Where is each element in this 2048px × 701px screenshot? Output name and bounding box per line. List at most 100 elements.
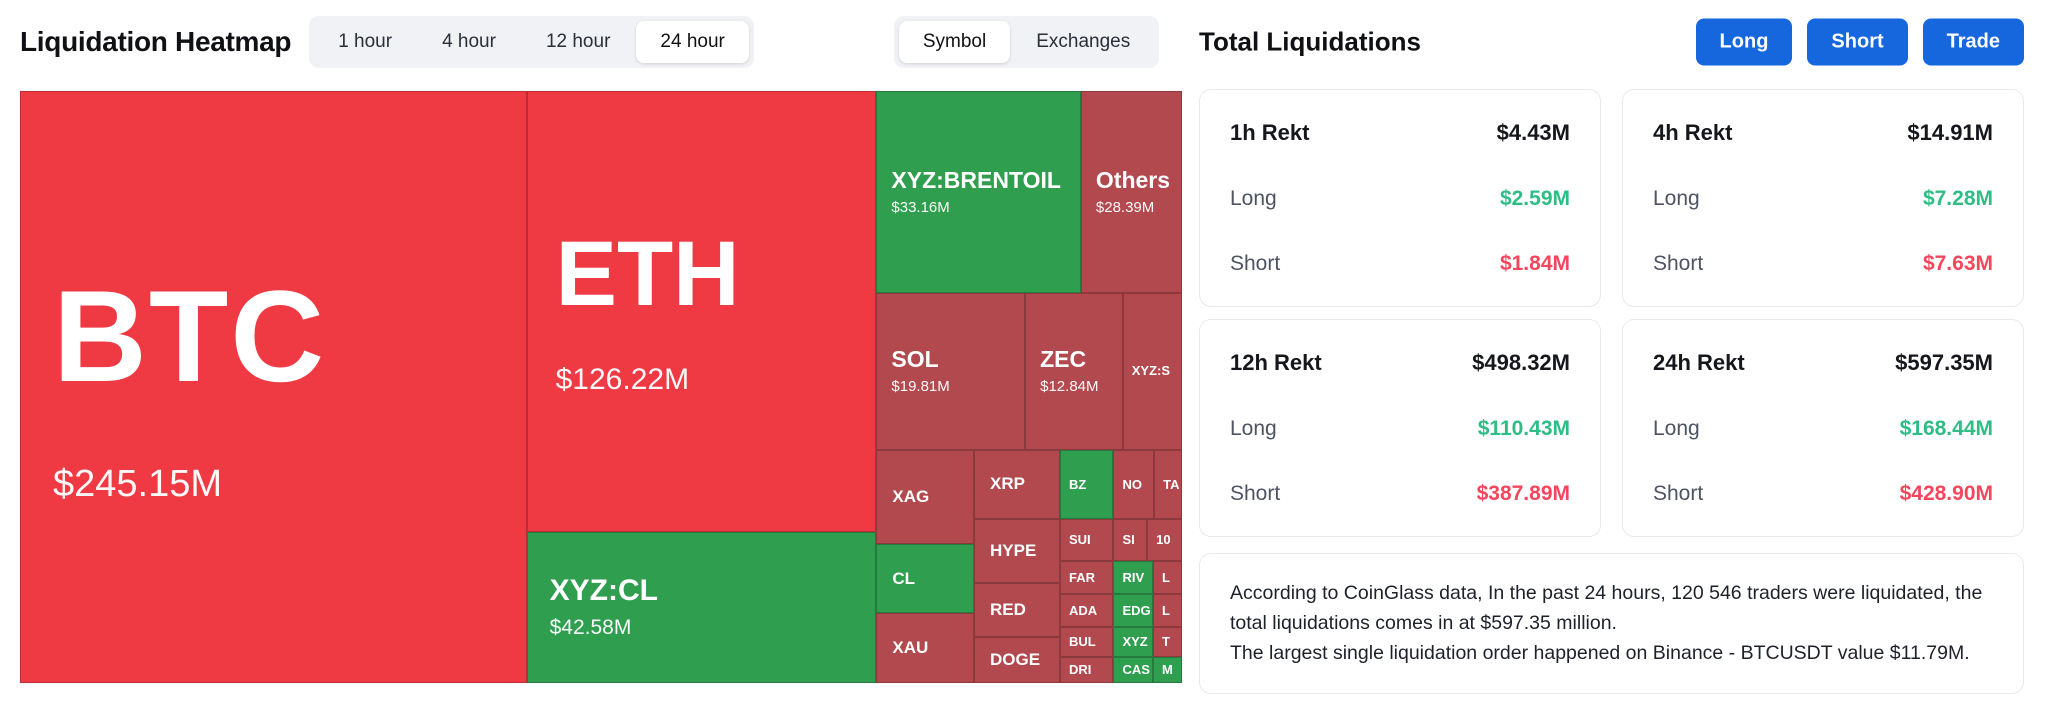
heatmap-cell-others[interactable]: Others $28.39M — [1080, 91, 1182, 293]
cell-symbol-label: ZEC — [1040, 346, 1087, 373]
cell-symbol-label: SOL — [891, 346, 939, 373]
cell-liquidation-value: $33.16M — [891, 199, 950, 216]
heatmap-cell-xag[interactable]: XAG — [876, 449, 974, 544]
cell-symbol-label: DOGE — [990, 649, 1041, 669]
heatmap-cell-cas[interactable]: CAS — [1113, 656, 1153, 683]
summary-card: According to CoinGlass data, In the past… — [1199, 553, 2024, 694]
card-header-row: 24h Rekt $597.35M — [1653, 350, 1993, 376]
cell-symbol-label: EDG — [1122, 602, 1151, 618]
heatmap-cell-riv[interactable]: RIV — [1113, 561, 1153, 595]
card-short-row: Short $387.89M — [1230, 482, 1570, 506]
stat-card-12h-rekt: 12h Rekt $498.32M Long $110.43M Short $3… — [1199, 319, 1601, 537]
heatmap-cell-hype[interactable]: HYPE — [974, 519, 1060, 583]
stat-card-24h-rekt: 24h Rekt $597.35M Long $168.44M Short $4… — [1622, 319, 2024, 537]
cell-liquidation-value: $12.84M — [1040, 378, 1099, 396]
heatmap-cell-ada[interactable]: ADA — [1059, 594, 1114, 627]
heatmap-cell-xrp[interactable]: XRP — [974, 449, 1060, 519]
cell-symbol-label: M — [1161, 662, 1173, 678]
long-button[interactable]: Long — [1695, 18, 1793, 66]
card-header-row: 4h Rekt $14.91M — [1653, 120, 1993, 146]
long-value: $168.44M — [1899, 417, 1993, 440]
cell-symbol-label: XYZ:BRENTOIL — [891, 166, 1061, 193]
card-total-value: $4.43M — [1496, 120, 1570, 145]
heatmap-cell-l[interactable]: L — [1152, 594, 1182, 627]
heatmap-cell-xyz-cl[interactable]: XYZ:CL $42.58M — [526, 532, 877, 683]
heatmap-cell-red[interactable]: RED — [974, 582, 1060, 637]
card-short-row: Short $7.63M — [1653, 252, 1993, 276]
heatmap-cell-ta[interactable]: TA — [1154, 449, 1182, 519]
heatmap-cell-m[interactable]: M — [1152, 656, 1182, 683]
heatmap-cell-l[interactable]: L — [1152, 561, 1182, 595]
card-title: 12h Rekt — [1230, 350, 1322, 375]
cell-symbol-label: DRI — [1068, 662, 1092, 678]
heatmap-cell-sui[interactable]: SUI — [1059, 519, 1114, 562]
heatmap-cell-edg[interactable]: EDG — [1113, 594, 1153, 627]
tab-24-hour[interactable]: 24 hour — [636, 21, 749, 63]
heatmap-cell-zec[interactable]: ZEC $12.84M — [1025, 292, 1123, 450]
short-value: $428.90M — [1899, 482, 1993, 505]
cell-symbol-label: XYZ:S — [1131, 363, 1171, 379]
heatmap-cell-10[interactable]: 10 — [1147, 519, 1182, 562]
cell-symbol-label: NO — [1122, 476, 1142, 492]
cell-symbol-label: XAG — [892, 486, 930, 506]
stat-card-4h-rekt: 4h Rekt $14.91M Long $7.28M Short $7.63M — [1622, 89, 2024, 307]
long-label: Long — [1230, 417, 1277, 440]
cell-symbol-label: ETH — [555, 223, 740, 326]
card-title: 4h Rekt — [1653, 120, 1733, 145]
total-liquidations-title: Total Liquidations — [1199, 26, 1421, 57]
heatmap-cell-cl[interactable]: CL — [876, 543, 974, 614]
heatmap-cell-far[interactable]: FAR — [1059, 561, 1114, 595]
cell-symbol-label: L — [1161, 569, 1170, 585]
short-button[interactable]: Short — [1807, 18, 1908, 66]
short-value: $7.63M — [1922, 252, 1993, 275]
cell-liquidation-value: $126.22M — [555, 362, 690, 396]
heatmap-cell-doge[interactable]: DOGE — [974, 636, 1060, 683]
cell-symbol-label: TA — [1163, 476, 1180, 492]
cell-symbol-label: HYPE — [990, 541, 1037, 561]
card-total-value: $14.91M — [1907, 120, 1993, 145]
card-header-row: 12h Rekt $498.32M — [1230, 350, 1570, 376]
short-label: Short — [1230, 482, 1281, 505]
card-title: 1h Rekt — [1230, 120, 1310, 145]
heatmap-cell-xau[interactable]: XAU — [876, 613, 974, 683]
cell-symbol-label: 10 — [1156, 532, 1171, 548]
heatmap-cell-xyz-brentoil[interactable]: XYZ:BRENTOIL $33.16M — [876, 91, 1081, 293]
card-short-row: Short $1.84M — [1230, 252, 1570, 276]
heatmap-cell-bz[interactable]: BZ — [1059, 449, 1114, 519]
cell-symbol-label: Others — [1095, 166, 1171, 193]
heatmap-cell-no[interactable]: NO — [1113, 449, 1155, 519]
heatmap-cell-bul[interactable]: BUL — [1059, 626, 1114, 657]
cell-liquidation-value: $245.15M — [53, 462, 223, 505]
heatmap-cell-si[interactable]: SI — [1113, 519, 1148, 562]
tab-exchanges[interactable]: Exchanges — [1012, 21, 1154, 63]
tab-12-hour[interactable]: 12 hour — [522, 21, 634, 63]
cell-symbol-label: ADA — [1068, 602, 1098, 618]
cell-symbol-label: RIV — [1122, 569, 1145, 585]
liquidation-treemap: BTC $245.15M ETH $126.22M XYZ:CL $42.58M XYZ:B… — [20, 91, 1182, 683]
long-value: $2.59M — [1499, 187, 1570, 210]
page-title: Liquidation Heatmap — [20, 26, 292, 57]
trade-button[interactable]: Trade — [1922, 18, 2024, 66]
cell-symbol-label: XYZ — [1122, 634, 1148, 650]
cell-symbol-label: CL — [892, 568, 916, 588]
heatmap-cell-sol[interactable]: SOL $19.81M — [876, 292, 1026, 450]
card-long-row: Long $168.44M — [1653, 417, 1993, 441]
card-header-row: 1h Rekt $4.43M — [1230, 120, 1570, 146]
cell-liquidation-value: $42.58M — [549, 616, 632, 640]
long-label: Long — [1653, 187, 1700, 210]
short-label: Short — [1653, 482, 1704, 505]
heatmap-cell-dri[interactable]: DRI — [1059, 656, 1114, 683]
heatmap-cell-xyz-s[interactable]: XYZ:S — [1122, 292, 1182, 450]
cell-symbol-label: BTC — [53, 263, 327, 410]
heatmap-cell-t[interactable]: T — [1152, 626, 1182, 657]
heatmap-cell-btc[interactable]: BTC $245.15M — [20, 91, 527, 683]
tab-4-hour[interactable]: 4 hour — [418, 21, 520, 63]
tab-1-hour[interactable]: 1 hour — [314, 21, 416, 63]
card-long-row: Long $2.59M — [1230, 187, 1570, 211]
long-value: $110.43M — [1477, 417, 1570, 440]
cell-symbol-label: L — [1161, 602, 1170, 618]
heatmap-cell-xyz[interactable]: XYZ — [1113, 626, 1153, 657]
heatmap-cell-eth[interactable]: ETH $126.22M — [526, 91, 877, 533]
tab-symbol[interactable]: Symbol — [898, 21, 1011, 63]
